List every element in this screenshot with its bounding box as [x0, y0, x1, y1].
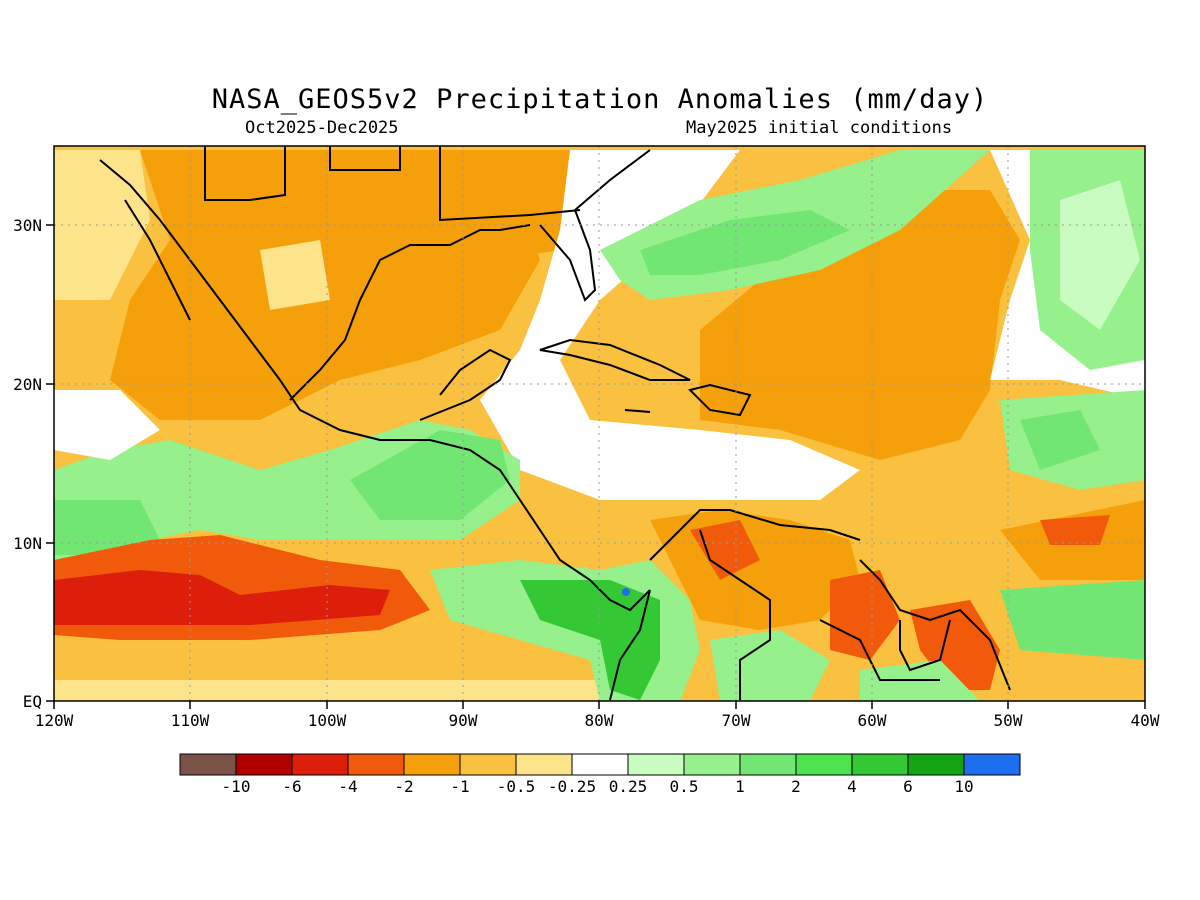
- colorbar-label: 0.5: [670, 777, 699, 796]
- x-tick-label: 120W: [35, 711, 74, 730]
- colorbar-swatch: [907, 753, 965, 776]
- x-tick-label: 60W: [858, 711, 887, 730]
- colorbar-label: -0.25: [548, 777, 596, 796]
- colorbar-label: 0.25: [609, 777, 648, 796]
- x-tick-label: 100W: [308, 711, 347, 730]
- forecast-period: Oct2025-Dec2025: [245, 118, 399, 138]
- colorbar-swatch: [347, 753, 405, 776]
- x-tick-label: 80W: [585, 711, 614, 730]
- colorbar-swatch: [571, 753, 629, 776]
- colorbar-swatch: [683, 753, 741, 776]
- colorbar-swatch: [291, 753, 349, 776]
- x-tick-label: 40W: [1131, 711, 1160, 730]
- y-tick-label: EQ: [23, 692, 42, 711]
- coastlines: [99, 146, 1011, 701]
- colorbar-swatch: [627, 753, 685, 776]
- colorbar-label: -4: [338, 777, 357, 796]
- x-tick-label: 70W: [722, 711, 751, 730]
- colorbar-label: 4: [847, 777, 857, 796]
- y-tick-label: 30N: [13, 216, 42, 235]
- y-axis-labels: 30N 20N 10N EQ: [13, 216, 42, 711]
- colorbar-label: 1: [735, 777, 745, 796]
- colorbar-swatch: [403, 753, 461, 776]
- anomaly-field: [54, 146, 1145, 701]
- colorbar-swatch: [179, 753, 237, 776]
- colorbar-label: -0.5: [497, 777, 536, 796]
- y-tick-label: 10N: [13, 534, 42, 553]
- colorbar-swatch: [515, 753, 573, 776]
- colorbar-swatch: [851, 753, 909, 776]
- colorbar-swatch: [459, 753, 517, 776]
- colorbar-swatch: [963, 753, 1021, 776]
- colorbar-label: 2: [791, 777, 801, 796]
- colorbar-label: 6: [903, 777, 913, 796]
- x-tick-label: 90W: [449, 711, 478, 730]
- colorbar-swatch: [235, 753, 293, 776]
- tick-marks: [46, 224, 1146, 709]
- graticule: [54, 146, 1145, 701]
- colorbar: -10 -6 -4 -2 -1 -0.5 -0.25 0.25 0.5 1 2 4 6 10: [179, 753, 1021, 796]
- y-tick-label: 20N: [13, 375, 42, 394]
- initial-conditions: May2025 initial conditions: [686, 118, 953, 138]
- colorbar-swatch: [739, 753, 797, 776]
- x-tick-label: 110W: [171, 711, 210, 730]
- colorbar-label: -6: [282, 777, 301, 796]
- x-axis-labels: 120W 110W 100W 90W 80W 70W 60W 50W 40W: [35, 711, 1160, 730]
- colorbar-label: 10: [954, 777, 973, 796]
- x-tick-label: 50W: [994, 711, 1023, 730]
- colorbar-label: -10: [222, 777, 251, 796]
- colorbar-swatch: [795, 753, 853, 776]
- colorbar-label: -1: [450, 777, 469, 796]
- map-title: NASA_GEOS5v2 Precipitation Anomalies (mm…: [211, 84, 989, 115]
- colorbar-label: -2: [394, 777, 413, 796]
